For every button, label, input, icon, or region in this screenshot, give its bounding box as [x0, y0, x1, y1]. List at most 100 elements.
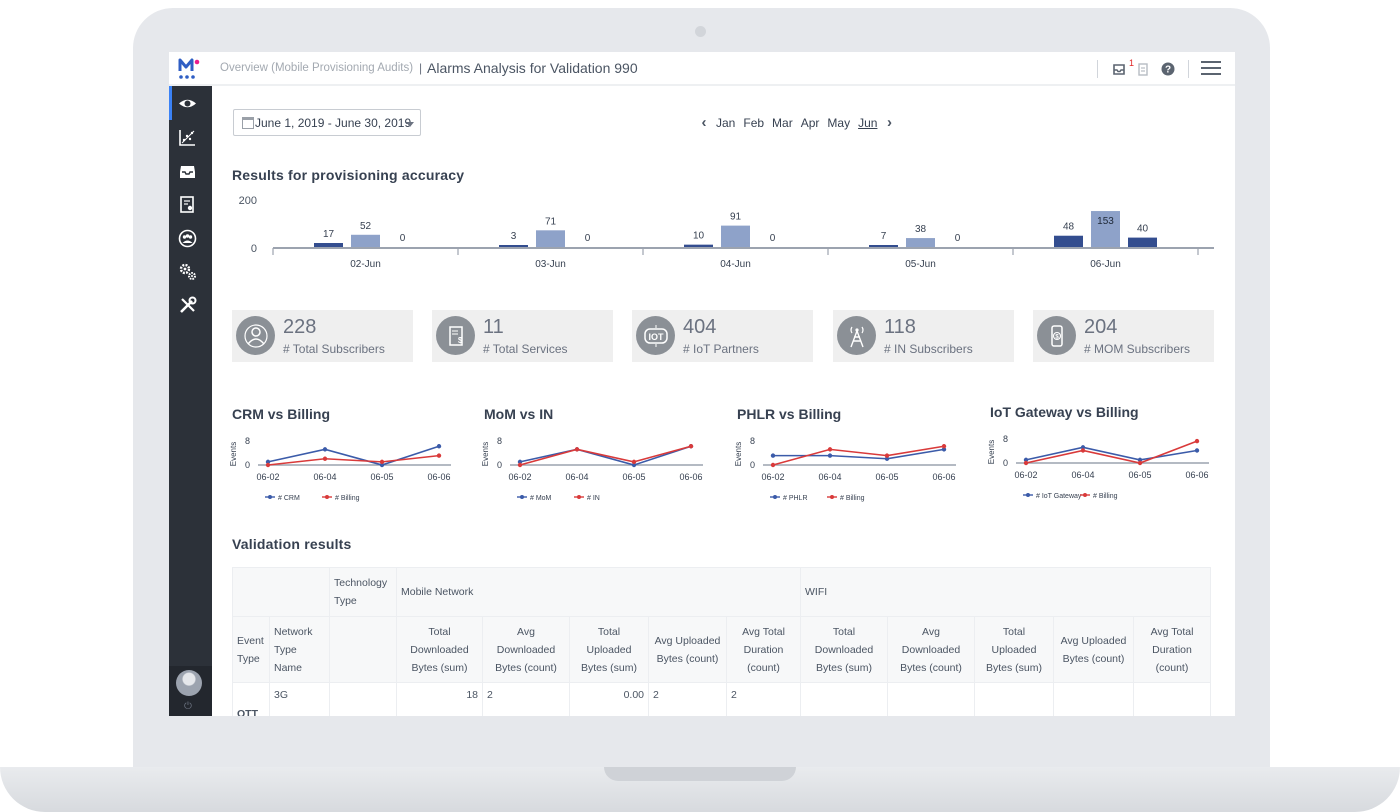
- data-point: [436, 444, 442, 449]
- tools-icon[interactable]: [178, 296, 197, 315]
- legend-label: # Billing: [335, 495, 360, 502]
- bar-value-label: 0: [400, 233, 406, 244]
- team-icon[interactable]: [178, 229, 197, 248]
- bar: [906, 238, 935, 247]
- mobile-money-icon: $: [1037, 316, 1076, 355]
- breadcrumb-separator: |: [419, 61, 423, 75]
- x-tick-label: 03-Jun: [535, 259, 566, 270]
- bar-value-label: 0: [770, 233, 776, 244]
- month-item[interactable]: Apr: [800, 115, 820, 130]
- y-axis-label: Events: [229, 442, 238, 466]
- kpi-card-iot-partners[interactable]: IOT 404 # IoT Partners: [632, 310, 813, 362]
- column-header[interactable]: Avg Total Duration (count): [1133, 616, 1211, 683]
- table-cell: 0.00: [569, 682, 649, 716]
- x-tick-label: 06-02: [761, 472, 784, 482]
- data-point: [322, 447, 328, 452]
- kpi-value: 404: [683, 316, 717, 338]
- legend-marker: [520, 495, 524, 499]
- bar-value-label: 38: [915, 224, 927, 235]
- mobile-network-header: Mobile Network: [396, 567, 801, 617]
- validation-title: Validation results: [232, 536, 352, 552]
- inbox-tray-icon[interactable]: [178, 162, 197, 181]
- chevron-down-icon: [406, 122, 414, 127]
- app-logo[interactable]: [178, 58, 202, 80]
- kpi-value: 11: [483, 316, 504, 338]
- month-item[interactable]: Jan: [716, 115, 736, 130]
- kpi-label: # Total Subscribers: [283, 342, 385, 356]
- y-tick-label: 0: [1003, 458, 1008, 468]
- report-document-icon[interactable]: [178, 195, 197, 214]
- legend-marker: [830, 495, 834, 499]
- table-row[interactable]: OTT 3G 18 2 0.00 2 2: [232, 682, 1211, 716]
- x-tick-label: 06-04: [1071, 470, 1094, 480]
- eye-icon[interactable]: [178, 94, 197, 113]
- bar: [351, 234, 380, 247]
- inbox-icon[interactable]: [1112, 62, 1126, 76]
- phlr-billing-title: PHLR vs Billing: [737, 406, 842, 422]
- table-header-cell: [329, 616, 397, 683]
- legend-label: # Billing: [1093, 493, 1118, 500]
- avatar[interactable]: [176, 670, 202, 696]
- phlr-vs-billing-chart: Events 8 0 06-02 06-04 06-05 06-06 # PHLR # Bill…: [734, 436, 956, 502]
- data-point: [884, 456, 890, 461]
- x-tick-label: 06-04: [565, 472, 588, 482]
- data-point: [770, 462, 776, 468]
- power-icon[interactable]: ⏻: [184, 701, 192, 712]
- settings-gears-icon[interactable]: [178, 262, 197, 281]
- month-item[interactable]: Feb: [743, 115, 765, 130]
- table-cell: 18: [396, 682, 483, 716]
- column-header[interactable]: Avg Uploaded Bytes (count): [1053, 616, 1134, 683]
- legend-label: # MoM: [530, 495, 552, 502]
- chevron-left-icon[interactable]: ‹: [701, 114, 707, 131]
- kpi-card-total-subscribers[interactable]: 228 # Total Subscribers: [232, 310, 413, 362]
- series-line: [773, 448, 945, 460]
- table-cell: 2: [482, 682, 570, 716]
- column-header[interactable]: Total Uploaded Bytes (sum): [974, 616, 1054, 683]
- bar: [1091, 211, 1120, 247]
- menu-icon[interactable]: [1201, 61, 1221, 75]
- column-header[interactable]: Avg Uploaded Bytes (count): [648, 616, 727, 683]
- data-point: [884, 453, 890, 458]
- column-header[interactable]: Total Downloaded Bytes (sum): [396, 616, 483, 683]
- data-point: [1194, 448, 1200, 453]
- y-tick-label: 8: [750, 436, 755, 446]
- svg-text:IOT: IOT: [648, 332, 664, 342]
- help-icon[interactable]: ?: [1161, 62, 1175, 76]
- y-tick-label: 8: [245, 436, 250, 446]
- column-header[interactable]: Total Downloaded Bytes (sum): [800, 616, 888, 683]
- kpi-card-in-subscribers[interactable]: 118 # IN Subscribers: [833, 310, 1014, 362]
- page-title: Alarms Analysis for Validation 990: [427, 60, 638, 76]
- table-cell: 2: [648, 682, 727, 716]
- x-tick-label: 06-04: [313, 472, 336, 482]
- data-point: [941, 447, 947, 452]
- scatter-chart-icon[interactable]: [178, 128, 197, 147]
- bar-value-label: 71: [545, 216, 557, 227]
- bar-value-label: 48: [1063, 222, 1075, 233]
- bar-value-label: 10: [693, 231, 705, 242]
- date-range-picker[interactable]: June 1, 2019 - June 30, 2019: [233, 109, 421, 136]
- series-line: [1025, 446, 1198, 461]
- clipboard-icon[interactable]: [1136, 62, 1150, 76]
- data-point: [688, 444, 694, 449]
- column-header[interactable]: Avg Total Duration (count): [726, 616, 801, 683]
- legend-label: # IoT Gateway: [1036, 493, 1082, 500]
- legend-marker: [325, 495, 329, 499]
- column-header[interactable]: Total Uploaded Bytes (sum): [569, 616, 649, 683]
- legend-label: # IN: [587, 495, 600, 502]
- column-header[interactable]: Avg Downloaded Bytes (count): [482, 616, 570, 683]
- data-point: [770, 453, 776, 458]
- series-line: [267, 454, 440, 466]
- data-point: [827, 447, 833, 452]
- column-header[interactable]: Avg Downloaded Bytes (count): [887, 616, 975, 683]
- month-item[interactable]: May: [827, 115, 851, 130]
- breadcrumb-parent[interactable]: Overview (Mobile Provisioning Audits): [220, 62, 414, 74]
- kpi-card-total-services[interactable]: $ 11 # Total Services: [432, 310, 613, 362]
- data-point: [517, 462, 523, 468]
- chevron-right-icon[interactable]: ›: [886, 114, 892, 131]
- month-item[interactable]: Mar: [772, 115, 793, 130]
- month-item-active[interactable]: Jun: [858, 115, 878, 130]
- top-bar: Overview (Mobile Provisioning Audits) | …: [169, 52, 1235, 86]
- bar-value-label: 52: [360, 221, 372, 232]
- kpi-card-mom-subscribers[interactable]: $ 204 # MOM Subscribers: [1033, 310, 1214, 362]
- y-tick-label: 0: [245, 460, 250, 470]
